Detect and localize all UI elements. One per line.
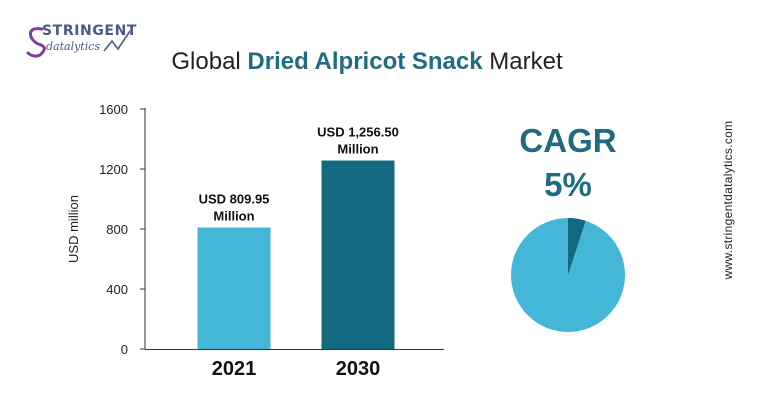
bar-2030 [321, 160, 395, 349]
logo-tagline: datalytics [46, 40, 101, 53]
cagr-pie [511, 218, 625, 332]
y-tick-label-400: 400 [106, 282, 128, 297]
y-axis-label: USD million [66, 195, 81, 263]
y-tick-label-800: 800 [106, 222, 128, 237]
data-label-2030-1: USD 1,256.50 [317, 125, 399, 140]
page-title: Global Dried Alpricot Snack Market [0, 48, 734, 76]
data-label-2030-2: Million [337, 142, 378, 157]
logo-wordmark: STRINGENT [42, 23, 138, 39]
x-tick-label-2030: 2030 [336, 358, 381, 380]
bar-2021 [197, 227, 271, 349]
logo-mark-icon [26, 27, 131, 58]
y-tick-label-1200: 1200 [99, 162, 128, 177]
cagr-label: CAGR [519, 122, 617, 159]
cagr-value: 5% [544, 166, 592, 203]
x-tick-label-2021: 2021 [212, 358, 257, 380]
title-highlight: Dried Alpricot Snack [247, 48, 483, 75]
data-label-2021-1: USD 809.95 [199, 192, 270, 207]
y-tick-label-1600: 1600 [99, 102, 128, 117]
data-label-2021-2: Million [213, 209, 254, 224]
title-suffix: Market [482, 48, 563, 75]
brand-logo: STRINGENT datalytics [26, 21, 138, 59]
pie-slice-cagr [568, 218, 586, 275]
y-tick-label-0: 0 [121, 342, 128, 357]
title-prefix: Global [171, 48, 248, 75]
